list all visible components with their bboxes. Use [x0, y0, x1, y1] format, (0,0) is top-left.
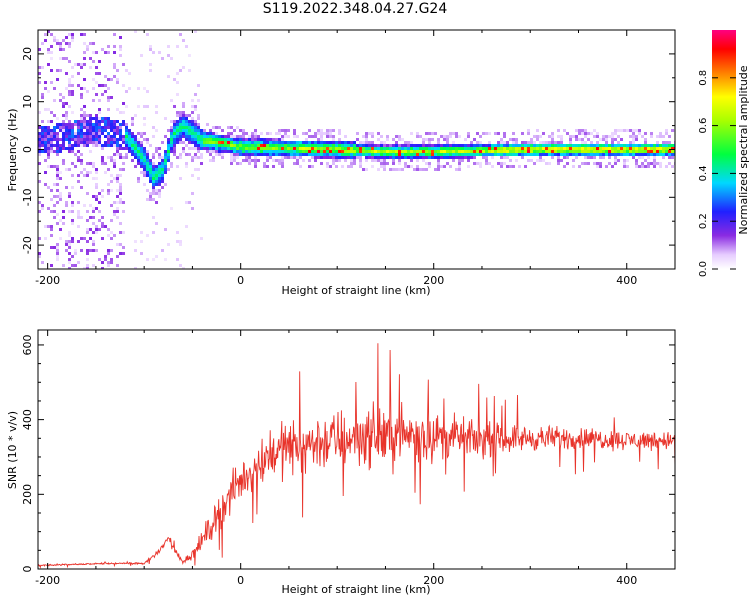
snr-x-axis: -200 0 200 400 [35, 330, 676, 587]
spectrogram-panel: -200 0 200 400 -20 -10 0 10 20 Height of straig… [6, 29, 676, 297]
spectrogram-y-tick-label: 0 [21, 146, 34, 153]
snr-frame [37, 329, 676, 570]
spectrogram-x-tick-label: 0 [237, 274, 244, 287]
spectrogram-heatmap [38, 30, 675, 269]
spectrogram-y-axis: -20 -10 0 10 20 [21, 29, 675, 270]
colorbar-tick-label: 0.6 [698, 118, 709, 134]
spectrogram-y-label: Frequency (Hz) [6, 109, 19, 192]
snr-x-tick-label: 200 [423, 574, 444, 587]
spectrogram-y-tick-label: -10 [21, 188, 34, 206]
snr-y-tick-label: 400 [21, 409, 34, 430]
snr-x-label: Height of straight line (km) [281, 583, 430, 596]
colorbar-ticks: 0.0 0.2 0.4 0.6 0.8 [698, 70, 736, 277]
colorbar-label: Normalized spectral amplitude [737, 65, 750, 234]
colorbar-gradient [712, 30, 736, 269]
snr-x-tick-label: 0 [237, 574, 244, 587]
colorbar-tick-label: 0.8 [698, 70, 709, 86]
spectrogram-x-tick-label: 400 [616, 274, 637, 287]
spectrogram-y-tick-label: 20 [21, 47, 34, 61]
colorbar-tick-label: 0.2 [698, 213, 709, 229]
spectrogram-y-tick-label: -20 [21, 236, 34, 254]
spectrogram-x-axis: -200 0 200 400 [35, 30, 676, 287]
snr-y-axis: 0 200 400 600 [21, 334, 675, 573]
snr-x-tick-label: -200 [35, 574, 60, 587]
colorbar-tick-label: 0.4 [698, 165, 709, 181]
snr-line-area [38, 343, 675, 569]
colorbar: 0.0 0.2 0.4 0.6 0.8 Normalized spectral ampl… [698, 30, 750, 277]
snr-y-tick-label: 200 [21, 484, 34, 505]
snr-y-label: SNR (10 * v/v) [6, 411, 19, 489]
spectrogram-x-tick-label: -200 [35, 274, 60, 287]
spectrogram-y-tick-label: 10 [21, 95, 34, 109]
spectrogram-x-label: Height of straight line (km) [281, 284, 430, 297]
snr-x-tick-label: 400 [616, 574, 637, 587]
snr-y-tick-label: 0 [21, 566, 34, 573]
chart-title: S119.2022.348.04.27.G24 [262, 1, 448, 17]
snr-series-line [38, 343, 675, 569]
spectrogram-x-tick-label: 200 [423, 274, 444, 287]
snr-y-tick-label: 600 [21, 334, 34, 355]
colorbar-tick-label: 0.0 [698, 261, 709, 277]
